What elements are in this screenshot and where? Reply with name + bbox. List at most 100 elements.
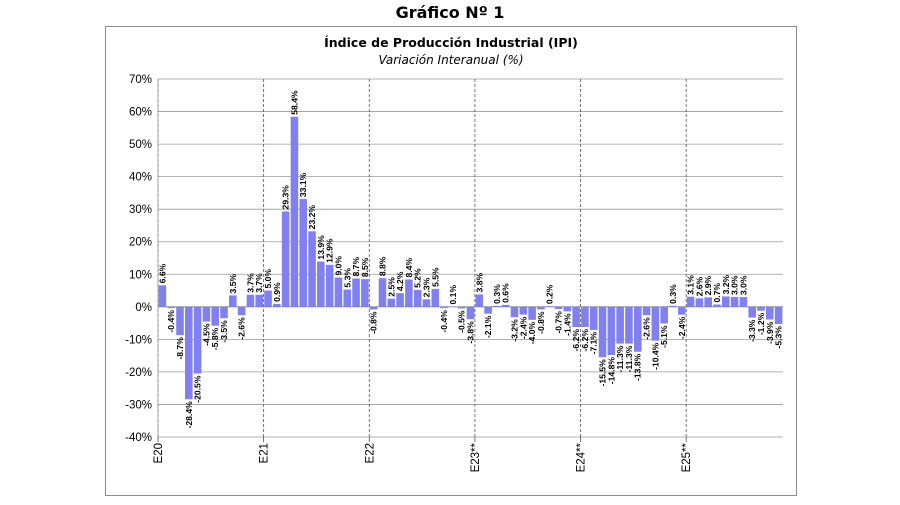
bar xyxy=(457,306,466,309)
x-tick-label: E23** xyxy=(470,442,482,472)
y-tick-label: 0% xyxy=(135,302,152,314)
data-label: -1.2% xyxy=(756,312,766,335)
bar xyxy=(774,306,783,325)
bar xyxy=(563,306,572,312)
data-label: -0.4% xyxy=(166,310,176,333)
bar xyxy=(176,306,184,336)
bar xyxy=(686,296,695,307)
bar xyxy=(325,264,334,307)
data-label: -6.2% xyxy=(571,329,581,352)
data-label: 3.7% xyxy=(245,273,255,293)
data-label: 33.1% xyxy=(298,172,308,197)
bar xyxy=(598,306,607,358)
bar xyxy=(167,306,175,309)
data-label: -5.3% xyxy=(774,326,784,349)
bar xyxy=(273,303,281,307)
bar xyxy=(264,290,272,307)
bar xyxy=(220,306,228,319)
bar xyxy=(281,211,290,307)
data-label: -4.0% xyxy=(527,321,537,344)
bar xyxy=(229,295,237,307)
data-label: -4.5% xyxy=(201,323,211,346)
bar xyxy=(422,299,431,307)
data-label: 3.7% xyxy=(254,273,264,293)
bar xyxy=(554,306,563,310)
bar xyxy=(255,294,264,307)
y-tick-label: 10% xyxy=(129,269,152,281)
data-label: -3.5% xyxy=(219,320,229,343)
data-label: 8.8% xyxy=(377,256,387,276)
bar xyxy=(545,306,554,307)
bar xyxy=(202,306,211,322)
chart-frame: Índice de Producción Industrial (IPI) Va… xyxy=(105,26,797,496)
data-label: 2.6% xyxy=(694,276,704,296)
data-label: 13.9% xyxy=(316,235,326,260)
y-tick-label: -30% xyxy=(125,399,152,411)
data-label: -10.4% xyxy=(650,342,660,370)
data-label: 23.2% xyxy=(307,205,317,230)
data-label: 0.3% xyxy=(668,284,678,304)
bar xyxy=(466,306,475,320)
bar xyxy=(589,306,598,330)
bar xyxy=(669,305,677,307)
bar xyxy=(193,306,202,374)
data-label: 8.7% xyxy=(351,257,361,277)
data-label: -2.1% xyxy=(483,315,493,338)
bar xyxy=(317,261,325,307)
data-label: -0.5% xyxy=(457,310,467,333)
data-label: -3.2% xyxy=(510,319,520,342)
figure-title: Gráfico Nº 1 xyxy=(395,3,505,22)
bar xyxy=(246,294,255,307)
data-label: 5.0% xyxy=(263,269,273,289)
bar xyxy=(211,306,220,326)
bar xyxy=(739,297,748,307)
bar xyxy=(660,306,668,324)
y-tick-label: 40% xyxy=(129,172,152,184)
data-label: 2.9% xyxy=(703,275,713,295)
data-label: 0.7% xyxy=(712,283,722,303)
data-label: 0.3% xyxy=(492,284,502,304)
data-label: -1.4% xyxy=(562,313,572,336)
data-label: 3.0% xyxy=(730,275,740,295)
bar xyxy=(387,298,396,307)
data-label: -0.7% xyxy=(554,311,564,334)
chart-title: Índice de Producción Industrial (IPI) xyxy=(324,35,578,50)
data-label: -3.3% xyxy=(747,319,757,342)
data-label: 6.6% xyxy=(157,263,167,283)
bar xyxy=(581,306,589,327)
bar xyxy=(493,305,501,307)
data-label: 4.2% xyxy=(395,271,405,291)
bar xyxy=(730,297,739,307)
x-tick-label: E22 xyxy=(364,443,376,463)
data-label: -3.9% xyxy=(765,321,775,344)
data-label: 29.3% xyxy=(281,185,291,210)
bar xyxy=(704,297,712,307)
bar xyxy=(510,306,519,318)
data-label: 0.9% xyxy=(272,282,282,302)
bar xyxy=(607,306,616,355)
x-tick-label: E20 xyxy=(153,443,165,463)
bar xyxy=(185,306,193,400)
bar xyxy=(519,306,528,315)
bar xyxy=(361,279,369,307)
data-label: -5.8% xyxy=(210,327,220,350)
bar xyxy=(721,296,730,307)
bar xyxy=(475,294,484,307)
y-tick-label: -20% xyxy=(125,367,152,379)
data-label: 2.5% xyxy=(386,277,396,297)
bar xyxy=(677,306,686,315)
bar xyxy=(695,298,704,307)
data-label: 3.8% xyxy=(474,273,484,293)
y-tick-label: 30% xyxy=(129,204,152,216)
bar xyxy=(290,116,299,307)
data-label: -2.4% xyxy=(518,316,528,339)
bar xyxy=(343,289,352,307)
data-label: -13.8% xyxy=(633,353,643,381)
data-label: 5.2% xyxy=(413,268,423,288)
data-label: 3.5% xyxy=(228,273,238,293)
bar xyxy=(757,306,765,311)
data-label: 12.9% xyxy=(325,238,335,263)
data-label: -0.8% xyxy=(369,311,379,334)
bar xyxy=(642,306,651,316)
data-label: 5.5% xyxy=(430,267,440,287)
